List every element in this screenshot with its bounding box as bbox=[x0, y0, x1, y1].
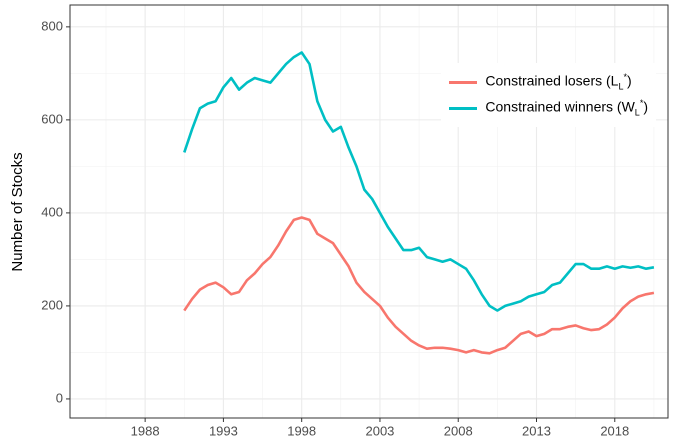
legend-entry: Constrained losers (LL*) bbox=[449, 69, 648, 95]
x-tick-label: 2008 bbox=[444, 423, 473, 438]
legend-key bbox=[449, 106, 478, 110]
y-tick-label: 400 bbox=[41, 204, 63, 219]
series-line bbox=[183, 216, 655, 355]
x-tick-label: 1993 bbox=[209, 423, 238, 438]
legend-label: Constrained winners (WL*) bbox=[485, 98, 648, 118]
x-tick-label: 2013 bbox=[522, 423, 551, 438]
y-tick-label: 600 bbox=[41, 111, 63, 126]
y-axis-label: Number of Stocks bbox=[9, 152, 26, 271]
x-tick-label: 2018 bbox=[600, 423, 629, 438]
y-tick-label: 0 bbox=[56, 390, 63, 405]
series-line bbox=[183, 51, 655, 312]
legend: Constrained losers (LL*) Constrained winn… bbox=[441, 63, 656, 127]
x-tick-label: 2003 bbox=[365, 423, 394, 438]
legend-entry: Constrained winners (WL*) bbox=[449, 95, 648, 121]
panel-border bbox=[69, 4, 669, 419]
x-tick-label: 1998 bbox=[287, 423, 316, 438]
y-tick-label: 200 bbox=[41, 297, 63, 312]
y-tick-label: 800 bbox=[41, 18, 63, 33]
legend-key bbox=[449, 80, 478, 84]
x-tick-label: 1988 bbox=[131, 423, 160, 438]
legend-label: Constrained losers (LL*) bbox=[485, 72, 632, 92]
